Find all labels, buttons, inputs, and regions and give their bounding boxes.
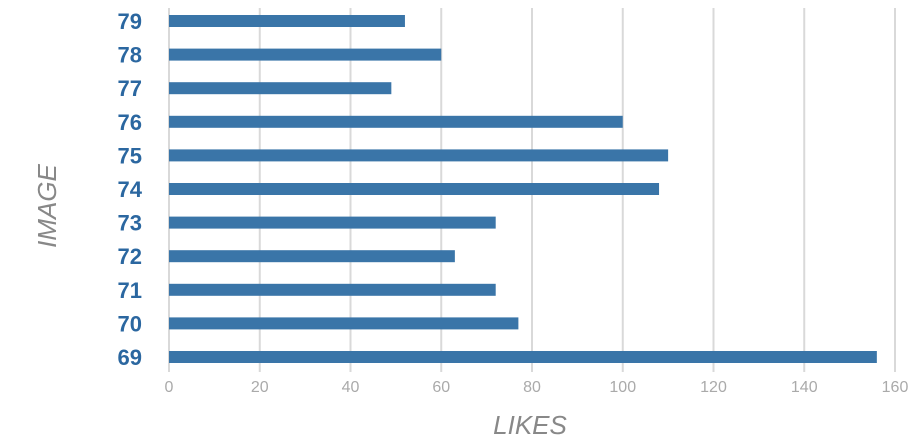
- bar: [169, 183, 660, 195]
- category-label: 73: [118, 211, 142, 236]
- x-tick-label: 80: [523, 379, 541, 396]
- x-tick-label: 120: [700, 379, 727, 396]
- category-label: 74: [118, 177, 143, 202]
- x-tick-label: 100: [609, 379, 636, 396]
- y-axis-title: IMAGE: [32, 163, 62, 247]
- category-label: 72: [118, 244, 142, 269]
- category-label: 75: [118, 143, 142, 168]
- bar: [169, 115, 623, 128]
- bar: [169, 82, 392, 95]
- x-tick-label: 60: [432, 379, 450, 396]
- x-axis-title: LIKES: [493, 410, 567, 440]
- bar: [169, 283, 496, 296]
- category-label: 70: [118, 311, 142, 336]
- bar: [169, 15, 405, 27]
- x-tick-label: 160: [882, 379, 909, 396]
- bar: [169, 351, 877, 363]
- category-label: 71: [118, 278, 142, 303]
- bar: [169, 250, 455, 263]
- bars: [169, 15, 877, 363]
- x-tick-label: 40: [342, 379, 360, 396]
- category-label: 77: [118, 76, 142, 101]
- x-tick-label: 20: [251, 379, 269, 396]
- category-label: 78: [118, 43, 142, 68]
- category-label: 69: [118, 345, 142, 370]
- bar: [169, 149, 669, 162]
- x-tick-labels: 0 20 40 60 80 100 120 140 160: [165, 379, 909, 396]
- x-tick-label: 140: [791, 379, 818, 396]
- x-tick-label: 0: [165, 379, 174, 396]
- category-label: 76: [118, 110, 142, 135]
- category-labels: 79 78 77 76 75 74 73 72 71 70 69: [118, 9, 143, 370]
- bar: [169, 48, 442, 61]
- category-label: 79: [118, 9, 142, 34]
- bar: [169, 317, 519, 330]
- bar: [169, 216, 496, 229]
